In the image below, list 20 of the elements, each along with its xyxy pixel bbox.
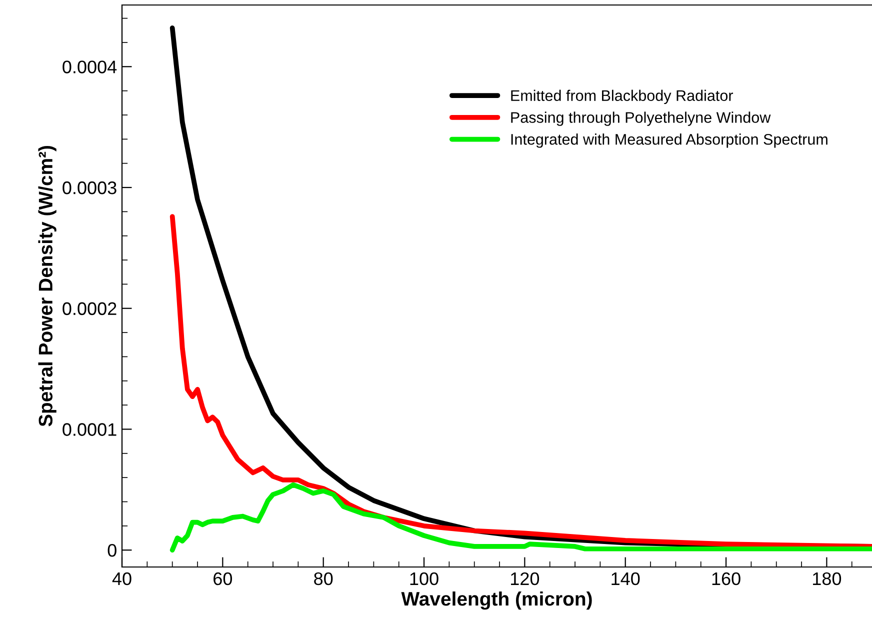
y-tick-label: 0.0004: [62, 60, 117, 74]
line-series: [170, 482, 872, 553]
line-series: [170, 214, 872, 549]
y-tick-label: 0.0003: [62, 181, 116, 194]
y-tick-label: 0: [108, 544, 116, 557]
x-tick-label: 60: [214, 572, 232, 586]
x-tick-label: 160: [712, 572, 740, 586]
legend-label: Passing through Polyethelyne Window: [511, 112, 771, 126]
x-axis-title: Wavelength (micron): [401, 591, 592, 610]
x-tick-label: 140: [612, 572, 640, 586]
x-tick-label: 80: [314, 572, 333, 586]
y-tick-label: 0.0002: [62, 302, 116, 316]
x-tick-label: 120: [511, 572, 540, 586]
x-tick-label: 180: [813, 572, 842, 586]
legend-label: Integrated with Measured Absorption Spectrum: [511, 134, 828, 148]
y-axis-title: Spetral Power Density (W/cm²): [38, 146, 56, 426]
x-tick-label: 40: [112, 572, 132, 586]
y-tick-label: 0.0001: [62, 423, 116, 436]
x-tick-label: 100: [410, 572, 438, 586]
legend-label: Emitted from Blackbody Radiator: [511, 90, 734, 104]
